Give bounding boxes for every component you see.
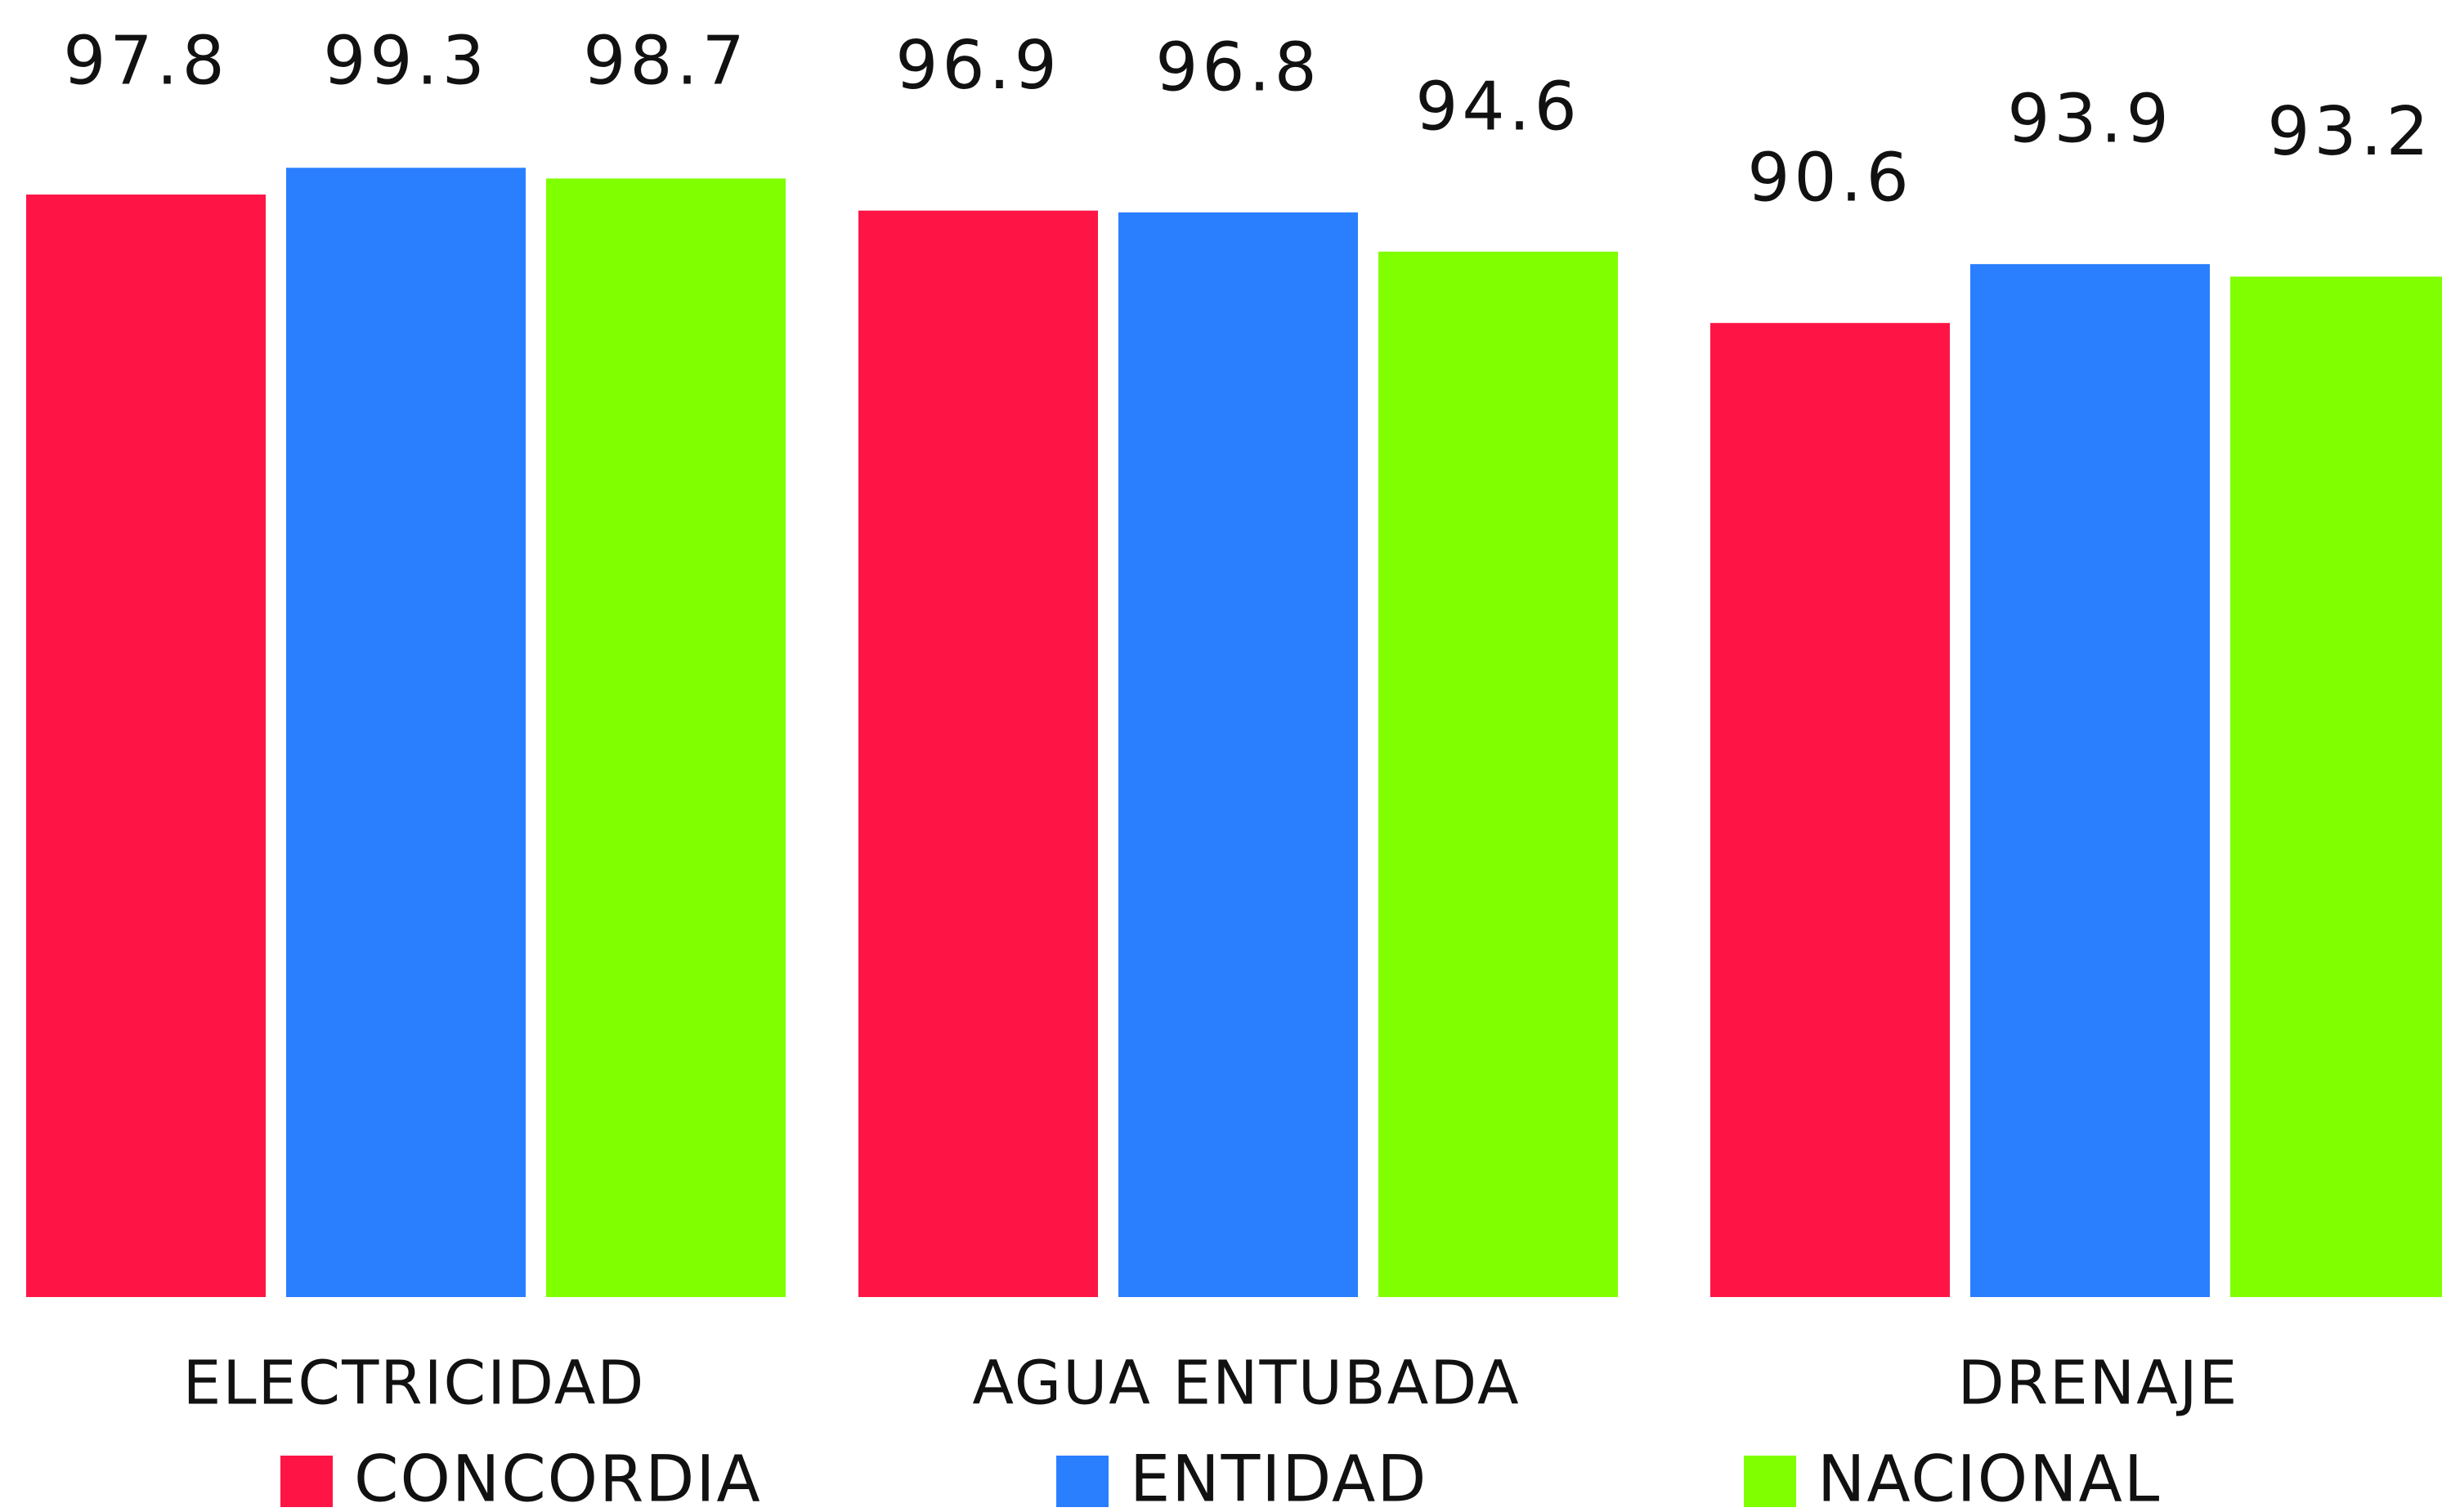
bar [546, 178, 786, 1297]
bar [26, 195, 266, 1298]
data-label: 98.7 [583, 22, 749, 100]
legend-swatch [1744, 1456, 1796, 1507]
bar [2230, 276, 2442, 1297]
legend-label: CONCORDIA [354, 1443, 762, 1512]
legend-label: NACIONAL [1817, 1443, 2161, 1512]
data-label: 94.6 [1415, 68, 1581, 145]
data-label: 90.6 [1747, 140, 1913, 217]
data-label: 96.9 [895, 27, 1061, 105]
x-tick-label: AGUA ENTUBADA [972, 1349, 1520, 1419]
bar [858, 210, 1098, 1297]
bar [1378, 251, 1618, 1298]
legend-swatch [280, 1456, 333, 1507]
bar [286, 168, 526, 1298]
bar [1710, 323, 1950, 1298]
x-tick-label: ELECTRICIDAD [183, 1349, 646, 1419]
bar [1118, 212, 1358, 1298]
data-label: 96.8 [1155, 29, 1321, 106]
legend-label: ENTIDAD [1130, 1443, 1427, 1512]
legend-swatch [1056, 1456, 1109, 1507]
bar [1970, 264, 2210, 1297]
data-label: 93.9 [2007, 81, 2173, 159]
data-label: 97.8 [63, 22, 229, 100]
data-label: 99.3 [323, 22, 489, 100]
data-label: 93.2 [2267, 93, 2433, 171]
x-tick-label: DRENAJE [1958, 1349, 2239, 1419]
